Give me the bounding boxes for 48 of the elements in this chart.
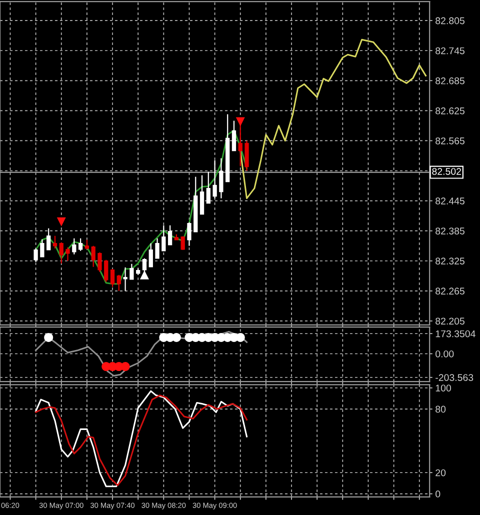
y-tick-label: -203.563 [436,374,474,381]
y-tick-label: 100 [436,384,451,392]
candlestick [72,238,76,255]
candlestick [168,224,172,246]
ref-line-label: 82.502 [432,168,461,175]
y-tick-label: 82.385 [436,228,464,234]
candlestick [219,158,224,199]
candlestick [130,263,134,280]
candlestick [78,238,83,252]
y-tick-label: 82.745 [436,47,464,54]
candlestick [66,246,70,262]
candlestick [104,259,108,282]
candlestick [110,268,115,288]
y-tick-label: 0.00 [436,350,454,358]
candlestick [46,228,51,250]
candlestick [84,239,90,250]
y-tick-label: 0 [436,490,440,498]
candlestick [91,245,96,268]
candlestick [40,238,44,258]
y-tick-label: 82.445 [436,198,464,204]
candlestick [98,252,102,272]
y-tick-label: 82.685 [436,77,464,84]
candlestick [180,236,185,250]
y-tick-label: 82.805 [436,17,464,24]
y-tick-label: 82.325 [436,258,464,264]
candlestick [200,174,204,215]
candlestick [212,160,217,199]
candlestick [123,266,128,292]
candlestick [116,274,121,292]
candlestick [155,238,160,259]
candlestick [162,224,166,252]
y-tick-label: 173.3504 [436,330,476,338]
candlestick [34,248,38,262]
candlestick [206,171,210,204]
candlestick [187,222,192,246]
candlestick [232,120,236,152]
candlestick [52,235,58,249]
y-tick-label: 80 [436,406,446,413]
y-tick-label: 82.625 [436,107,464,114]
y-tick-label: 82.265 [436,288,464,295]
candlestick [148,242,153,268]
candlestick [59,242,64,264]
line-series [35,129,248,285]
y-tick-label: 82.205 [436,318,464,325]
candlestick [238,122,242,167]
candlestick [244,140,249,172]
y-tick-label: 20 [436,469,446,476]
y-tick-label: 82.565 [436,137,464,144]
